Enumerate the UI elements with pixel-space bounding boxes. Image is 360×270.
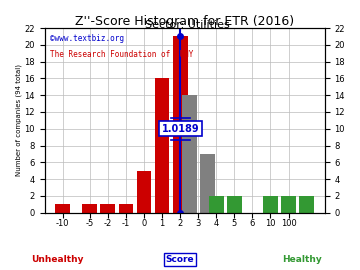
Text: Score: Score: [166, 255, 194, 264]
Bar: [281, 196, 296, 213]
Text: ©www.textbiz.org: ©www.textbiz.org: [50, 33, 124, 43]
Text: The Research Foundation of SUNY: The Research Foundation of SUNY: [50, 50, 194, 59]
Bar: [209, 196, 224, 213]
Bar: [263, 196, 278, 213]
Bar: [227, 196, 242, 213]
Text: Healthy: Healthy: [283, 255, 322, 264]
Bar: [173, 36, 188, 213]
Bar: [182, 95, 197, 213]
Y-axis label: Number of companies (94 total): Number of companies (94 total): [15, 64, 22, 176]
Bar: [155, 78, 170, 213]
Bar: [82, 204, 97, 213]
Bar: [136, 171, 152, 213]
Bar: [118, 204, 133, 213]
Bar: [100, 204, 115, 213]
Text: 1.0189: 1.0189: [162, 124, 199, 134]
Text: Sector: Utilities: Sector: Utilities: [145, 20, 230, 30]
Bar: [200, 154, 215, 213]
Bar: [55, 204, 70, 213]
Text: Unhealthy: Unhealthy: [31, 255, 84, 264]
Bar: [299, 196, 314, 213]
Title: Z''-Score Histogram for ETR (2016): Z''-Score Histogram for ETR (2016): [75, 15, 294, 28]
